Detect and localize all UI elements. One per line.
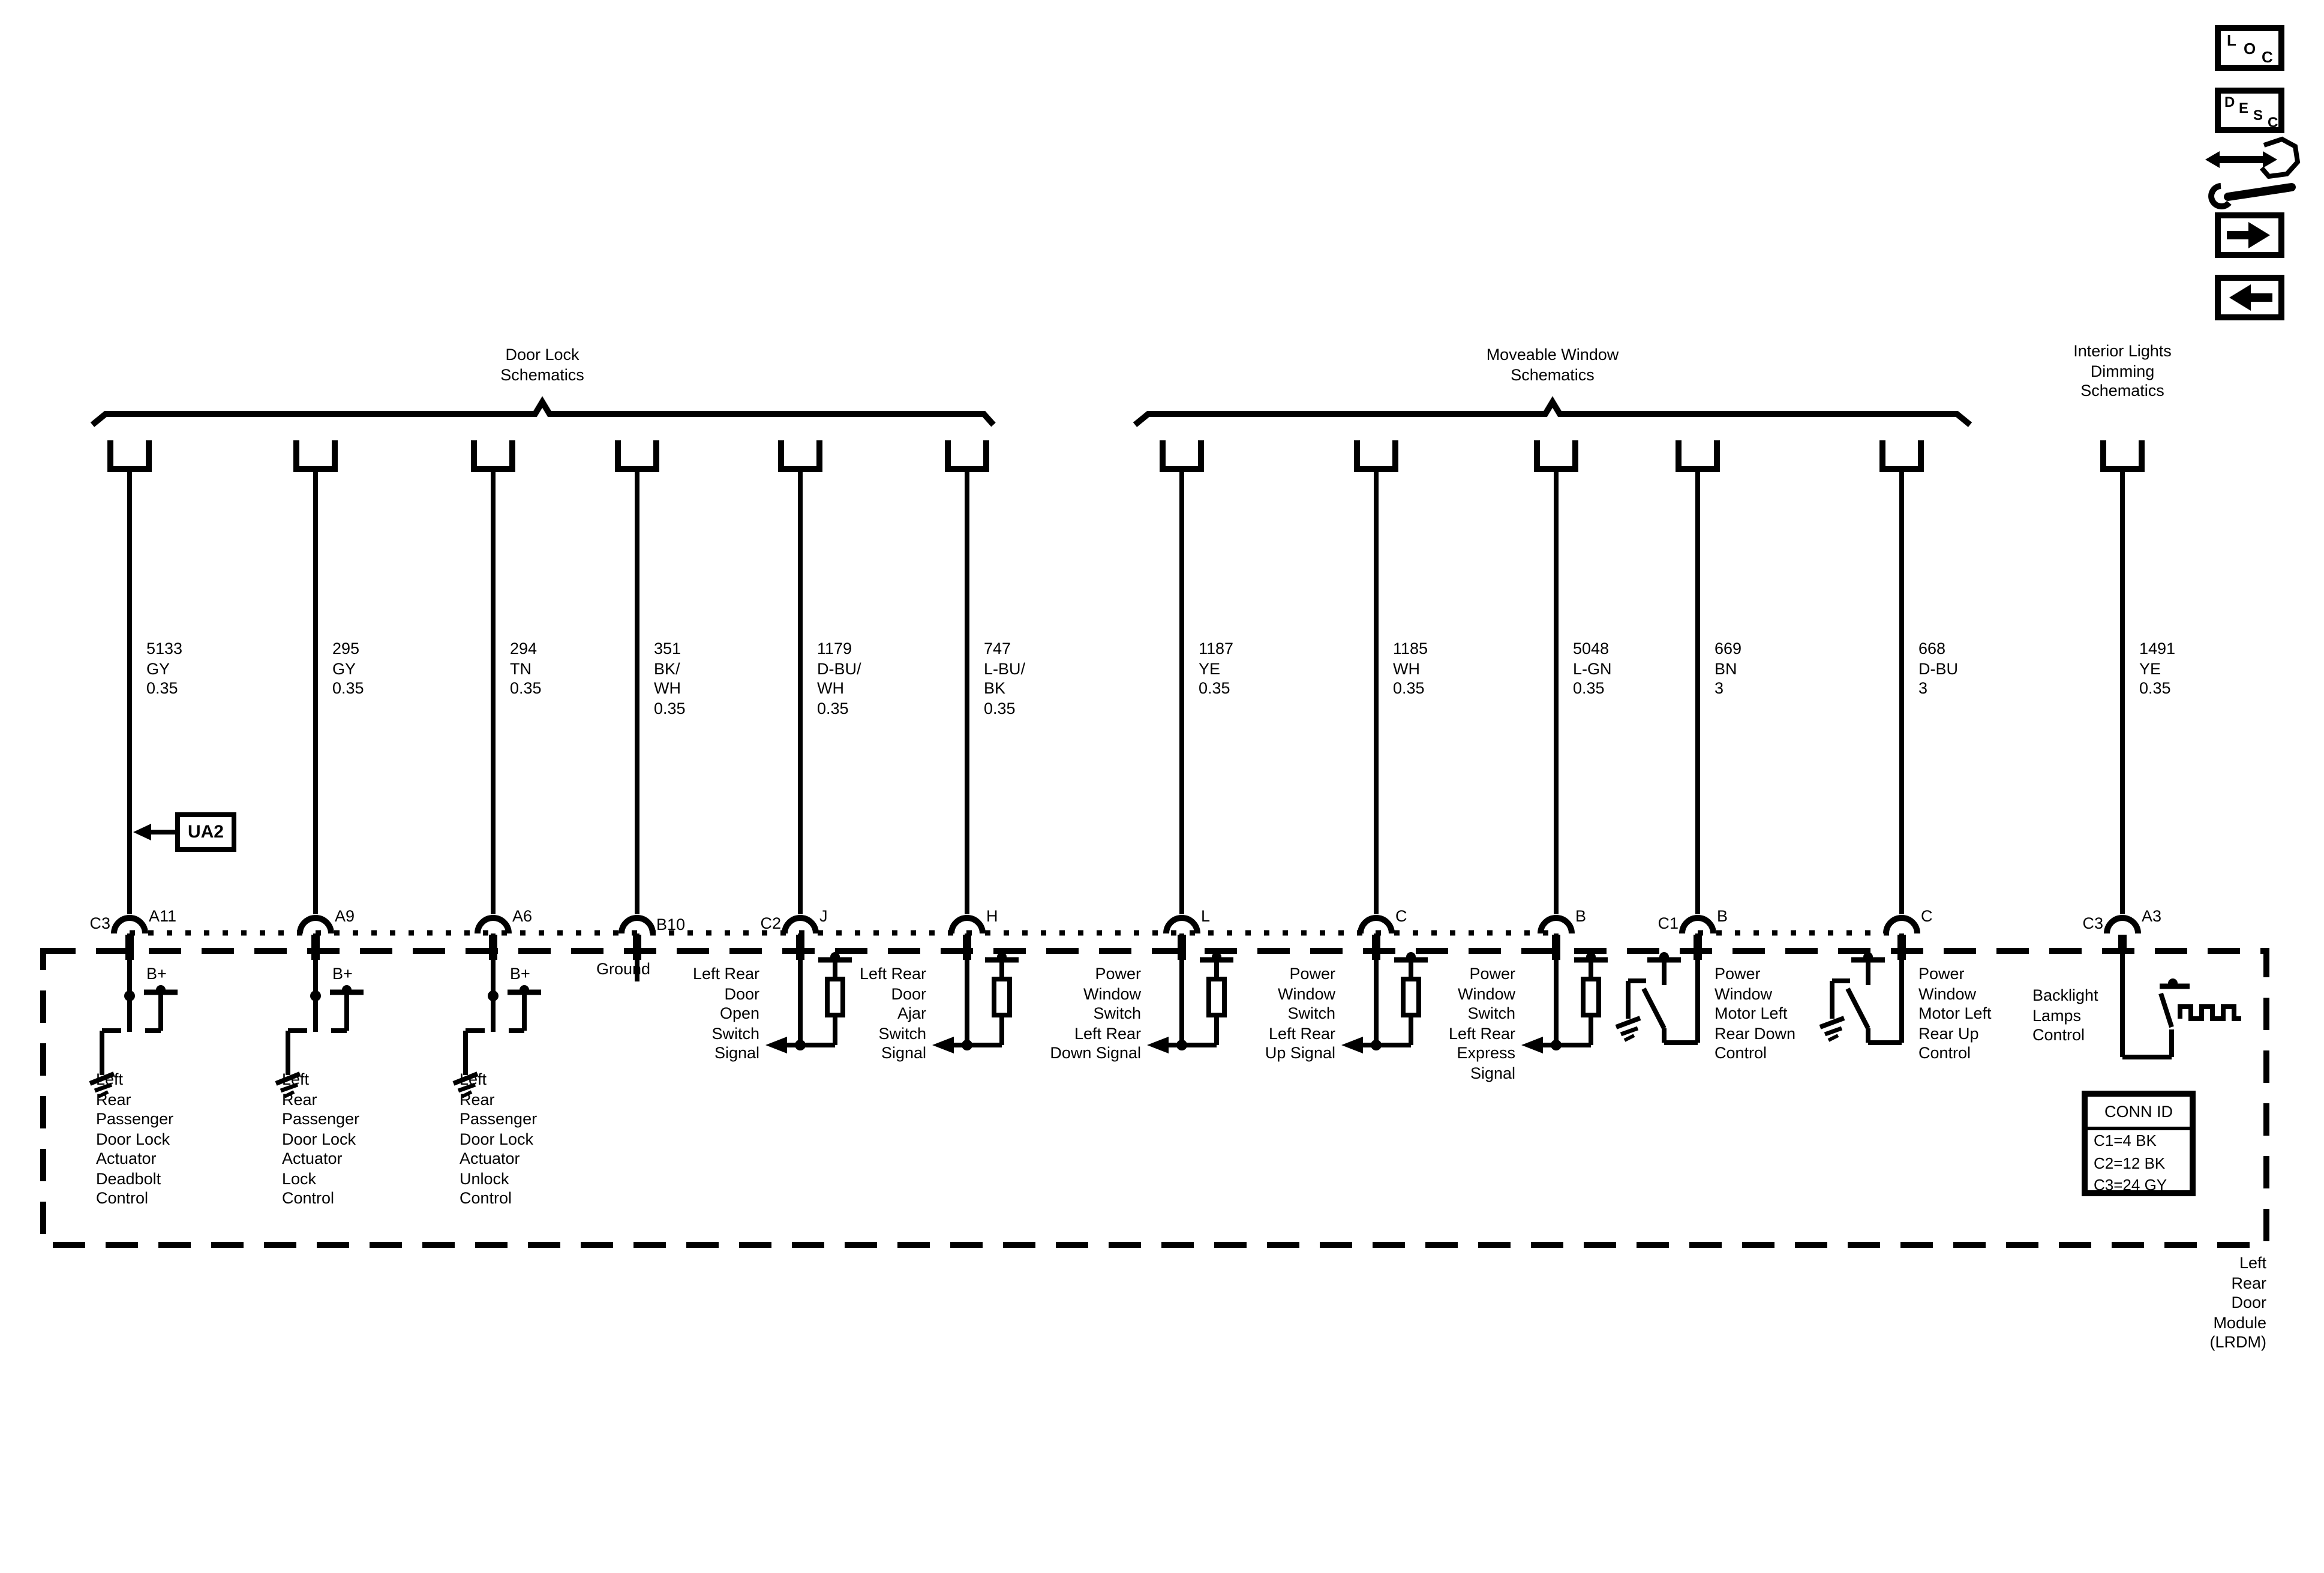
conn-id-title: CONN ID bbox=[2088, 1097, 2190, 1130]
pin-label-a3: A3 bbox=[2142, 907, 2162, 925]
wire-label-1179: 1179 D-BU/ WH 0.35 bbox=[817, 640, 861, 717]
desc-motor-up-control: Power Window Motor Left Rear Up Control bbox=[1918, 965, 1992, 1062]
desc-backlight-control: Backlight Lamps Control bbox=[2032, 986, 2098, 1044]
pin-label-b2: B bbox=[1717, 907, 1728, 925]
desc-unlock-control: Left Rear Passenger Door Lock Actuator U… bbox=[460, 1070, 538, 1207]
wire-runs bbox=[127, 469, 2125, 914]
pin-label-b: B bbox=[1575, 907, 1587, 925]
desc-window-express-signal: Power Window Switch Left Rear Express Si… bbox=[1448, 965, 1515, 1082]
wire-label-1491: 1491 YE 0.35 bbox=[2139, 640, 2176, 697]
door-lock-brace bbox=[90, 396, 996, 427]
previous-page-button[interactable] bbox=[2215, 275, 2284, 320]
section-title-interior-lights: Interior Lights Dimming Schematics bbox=[2073, 342, 2172, 400]
lock-actuator-switches bbox=[89, 985, 541, 1098]
desc-letter: E bbox=[2239, 100, 2249, 116]
pin-label-l: L bbox=[1201, 907, 1211, 925]
desc-button[interactable]: D E S C bbox=[2215, 88, 2284, 133]
next-page-button[interactable] bbox=[2215, 212, 2284, 258]
desc-door-ajar-signal: Left Rear Door Ajar Switch Signal bbox=[859, 965, 926, 1062]
wire-label-294: 294 TN 0.35 bbox=[510, 640, 542, 697]
moveable-window-brace bbox=[1133, 396, 1972, 427]
loc-button[interactable]: L O C bbox=[2215, 25, 2284, 71]
connector-label-c1: C1 bbox=[1658, 914, 1679, 932]
pin-posts bbox=[125, 935, 2127, 960]
section-title-moveable-window: Moveable Window Schematics bbox=[1486, 346, 1619, 383]
desc-window-up-signal: Power Window Switch Left Rear Up Signal bbox=[1265, 965, 1335, 1062]
connector-pin-arcs bbox=[111, 915, 2141, 934]
pin-label-a9: A9 bbox=[335, 907, 355, 925]
desc-letter: C bbox=[2268, 114, 2278, 131]
bplus-label: B+ bbox=[332, 965, 353, 983]
conn-id-table: CONN ID C1=4 BK C2=12 BK C3=24 GY bbox=[2082, 1091, 2196, 1196]
desc-lock-control: Left Rear Passenger Door Lock Actuator L… bbox=[282, 1070, 360, 1207]
wire-label-747: 747 L-BU/ BK 0.35 bbox=[984, 640, 1026, 717]
bplus-label: B+ bbox=[510, 965, 530, 983]
section-title-door-lock: Door Lock Schematics bbox=[500, 346, 584, 383]
ua2-label: UA2 bbox=[187, 822, 224, 842]
wire-label-668: 668 D-BU 3 bbox=[1918, 640, 1958, 697]
pin-label-a6: A6 bbox=[512, 907, 533, 925]
ua2-reference-arrow bbox=[133, 824, 175, 840]
wire-label-295: 295 GY 0.35 bbox=[332, 640, 364, 697]
loc-letter: C bbox=[2262, 48, 2273, 66]
pin-label-a11: A11 bbox=[149, 907, 177, 925]
connector-label-c3b: C3 bbox=[2082, 914, 2103, 932]
conn-id-row-c3: C3=24 GY bbox=[2094, 1176, 2167, 1194]
pin-label-c2: C bbox=[1921, 907, 1933, 925]
desc-deadbolt-control: Left Rear Passenger Door Lock Actuator D… bbox=[96, 1070, 174, 1207]
loc-letter: O bbox=[2244, 40, 2256, 58]
loc-letter: L bbox=[2227, 31, 2236, 49]
wire-label-5133: 5133 GY 0.35 bbox=[146, 640, 183, 697]
connector-label-c3: C3 bbox=[89, 914, 110, 932]
desc-door-open-signal: Left Rear Door Open Switch Signal bbox=[692, 965, 759, 1062]
backlight-pwm-switch bbox=[2122, 978, 2241, 1059]
lrdm-module-box bbox=[40, 948, 2269, 1248]
module-wire-drops bbox=[127, 933, 2125, 1057]
conn-id-row-c2: C2=12 BK bbox=[2094, 1154, 2166, 1172]
diagnostic-wrench-icon[interactable] bbox=[2205, 136, 2313, 210]
switch-signal-circuits bbox=[765, 952, 1608, 1053]
right-arrow-icon bbox=[2227, 222, 2270, 248]
pin-label-b10: B10 bbox=[656, 915, 686, 933]
desc-window-down-signal: Power Window Switch Left Rear Down Signa… bbox=[1050, 965, 1141, 1062]
pin-label-h: H bbox=[986, 907, 998, 925]
pin-label-c: C bbox=[1395, 907, 1407, 925]
left-arrow-icon bbox=[2229, 284, 2272, 311]
connector-label-c2: C2 bbox=[760, 914, 781, 932]
desc-letter: S bbox=[2253, 107, 2263, 124]
bplus-label: B+ bbox=[146, 965, 167, 983]
wire-label-1187: 1187 YE 0.35 bbox=[1199, 640, 1234, 697]
module-name-lrdm: Left Rear Door Module (LRDM) bbox=[2209, 1254, 2267, 1351]
ua2-reference-link[interactable]: UA2 bbox=[175, 812, 236, 852]
conn-id-row-c1: C1=4 BK bbox=[2094, 1131, 2157, 1149]
desc-motor-down-control: Power Window Motor Left Rear Down Contro… bbox=[1715, 965, 1796, 1062]
wire-label-351: 351 BK/ WH 0.35 bbox=[654, 640, 686, 717]
wire-label-1185: 1185 WH 0.35 bbox=[1393, 640, 1428, 697]
desc-ground: Ground bbox=[596, 960, 651, 978]
wire-label-5048: 5048 L-GN 0.35 bbox=[1573, 640, 1612, 697]
harness-connector-icons bbox=[107, 440, 2145, 472]
pin-label-j: J bbox=[819, 907, 828, 925]
desc-letter: D bbox=[2224, 94, 2235, 110]
motor-relay-switches bbox=[1615, 952, 1902, 1045]
wire-label-669: 669 BN 3 bbox=[1715, 640, 1742, 697]
